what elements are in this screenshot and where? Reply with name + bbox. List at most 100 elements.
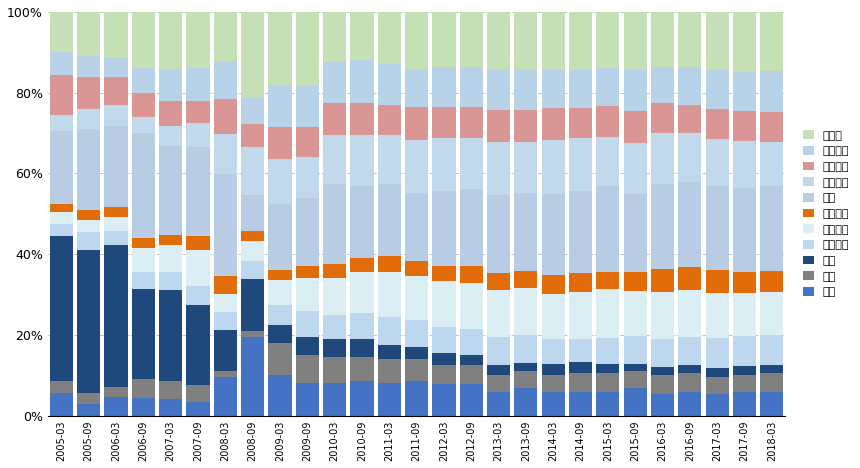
Bar (241, 261, 264, 279)
Bar (433, 328, 456, 352)
Bar (760, 112, 783, 141)
Bar (187, 101, 210, 123)
Bar (378, 183, 401, 256)
Bar (323, 339, 347, 357)
Bar (651, 269, 674, 292)
Bar (487, 375, 510, 392)
Bar (213, 330, 237, 371)
Bar (213, 294, 237, 312)
Bar (433, 365, 456, 384)
Bar (187, 147, 210, 236)
Bar (679, 133, 702, 182)
Bar (405, 69, 428, 107)
Bar (569, 373, 593, 392)
Bar (459, 66, 482, 107)
Bar (569, 392, 593, 416)
Bar (679, 373, 702, 392)
Bar (760, 335, 783, 365)
Bar (268, 159, 292, 204)
Bar (159, 400, 182, 416)
Bar (296, 157, 319, 197)
Bar (132, 12, 155, 68)
Bar (596, 68, 619, 106)
Bar (296, 197, 319, 266)
Bar (705, 338, 728, 368)
Bar (459, 12, 482, 66)
Bar (514, 12, 538, 69)
Bar (487, 365, 510, 375)
Bar (187, 250, 210, 286)
Bar (514, 335, 538, 363)
Bar (624, 195, 647, 272)
Bar (760, 373, 783, 392)
Bar (433, 281, 456, 328)
Bar (459, 138, 482, 189)
Bar (679, 67, 702, 105)
Bar (487, 273, 510, 290)
Bar (733, 375, 756, 392)
Bar (433, 384, 456, 416)
Bar (187, 236, 210, 250)
Bar (378, 383, 401, 416)
Bar (159, 245, 182, 271)
Bar (50, 115, 73, 131)
Bar (514, 363, 538, 371)
Bar (569, 138, 593, 191)
Bar (569, 191, 593, 272)
Bar (569, 70, 593, 108)
Bar (268, 85, 292, 127)
Bar (705, 293, 728, 338)
Bar (733, 111, 756, 141)
Bar (705, 109, 728, 139)
Bar (651, 12, 674, 67)
Bar (350, 12, 373, 60)
Bar (679, 105, 702, 133)
Bar (651, 367, 674, 375)
Bar (542, 70, 565, 108)
Bar (459, 329, 482, 355)
Bar (433, 107, 456, 138)
Bar (459, 283, 482, 329)
Bar (132, 272, 155, 288)
Bar (542, 140, 565, 194)
Bar (241, 331, 264, 337)
Bar (350, 339, 373, 357)
Bar (159, 146, 182, 235)
Bar (405, 12, 428, 69)
Bar (132, 248, 155, 272)
Bar (542, 275, 565, 294)
Bar (350, 357, 373, 381)
Bar (651, 395, 674, 416)
Bar (487, 141, 510, 195)
Bar (323, 264, 347, 278)
Bar (323, 183, 347, 264)
Bar (296, 311, 319, 337)
Bar (651, 292, 674, 339)
Bar (651, 133, 674, 184)
Bar (733, 293, 756, 336)
Bar (296, 383, 319, 416)
Bar (213, 276, 237, 294)
Bar (77, 250, 101, 394)
Bar (323, 357, 347, 383)
Bar (733, 272, 756, 293)
Bar (296, 355, 319, 383)
Bar (296, 337, 319, 355)
Bar (679, 365, 702, 373)
Bar (596, 106, 619, 137)
Bar (241, 124, 264, 146)
Bar (350, 272, 373, 313)
Bar (542, 12, 565, 70)
Bar (569, 292, 593, 339)
Bar (187, 402, 210, 416)
Bar (132, 133, 155, 238)
Bar (213, 134, 237, 174)
Bar (378, 272, 401, 317)
Bar (651, 67, 674, 103)
Bar (760, 271, 783, 292)
Bar (405, 107, 428, 140)
Bar (624, 12, 647, 70)
Bar (624, 336, 647, 364)
Bar (50, 204, 73, 212)
Bar (459, 266, 482, 283)
